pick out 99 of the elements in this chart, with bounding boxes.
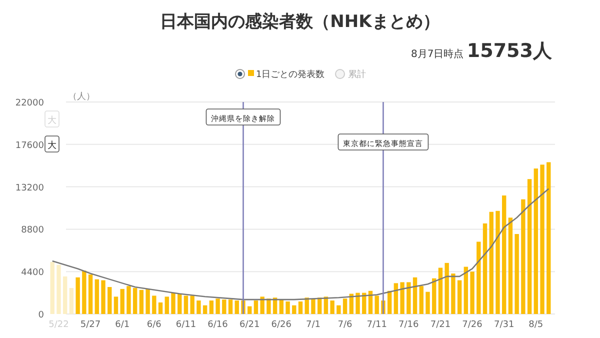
x-tick-label: 6/26	[271, 320, 292, 330]
x-tick-label: 7/26	[462, 320, 483, 330]
bar	[158, 302, 163, 314]
bar	[394, 283, 398, 314]
bar	[508, 218, 513, 314]
y-tick-label: 13200	[15, 183, 44, 194]
bar	[476, 242, 481, 314]
bar	[88, 274, 93, 314]
bar	[438, 268, 443, 314]
x-tick-label: 7/1	[306, 320, 320, 330]
bar	[56, 264, 61, 314]
bar	[62, 276, 68, 314]
bar	[514, 234, 519, 314]
bar	[152, 296, 156, 314]
bar	[69, 288, 74, 314]
bar	[336, 305, 341, 314]
y-tick-label: 4400	[21, 268, 44, 278]
bar	[120, 288, 124, 314]
bar	[374, 296, 379, 314]
chart-subtitle: 8月7日時点 15753人	[410, 40, 553, 62]
y-tick-label: 17600	[15, 140, 44, 151]
x-tick-label: 7/31	[494, 320, 514, 330]
bar	[464, 266, 468, 314]
bar	[489, 212, 494, 314]
bar	[502, 195, 506, 314]
legend-label: 1日ごとの発表数	[256, 69, 325, 80]
bar	[266, 298, 271, 314]
bar	[254, 300, 258, 314]
bar	[50, 262, 54, 314]
x-tick-label: 7/6	[338, 320, 353, 330]
bar	[330, 300, 334, 314]
bar	[209, 300, 214, 314]
chart-title: 日本国内の感染者数（NHKまとめ）	[160, 12, 440, 32]
bar	[311, 298, 316, 314]
bar	[132, 288, 138, 314]
x-tick-label: 6/21	[239, 320, 260, 330]
y-tick-label: 22000	[15, 98, 44, 108]
bar	[139, 290, 144, 314]
bar	[342, 298, 348, 314]
bar	[76, 277, 80, 314]
y-tick-label: 8800	[21, 226, 44, 236]
bar	[272, 298, 278, 314]
bar	[426, 292, 430, 314]
bar	[171, 292, 176, 314]
y-tick-label: 0	[38, 310, 44, 320]
bar	[184, 296, 188, 314]
bar	[82, 270, 86, 314]
bar	[400, 282, 404, 314]
bar	[451, 274, 456, 314]
bar	[406, 282, 411, 314]
bar	[190, 296, 194, 314]
bar	[546, 162, 551, 314]
x-tick-label: 8/5	[528, 320, 544, 330]
bar	[540, 164, 544, 314]
bar	[496, 210, 500, 314]
bar	[304, 298, 309, 314]
bar	[534, 168, 538, 314]
x-tick-label: 7/16	[398, 320, 420, 330]
bar	[202, 305, 208, 314]
bar	[457, 280, 462, 314]
annotation: 大	[48, 140, 56, 151]
bar	[108, 287, 112, 314]
y-axis-title: （人）	[68, 91, 95, 102]
bar	[527, 179, 532, 314]
bar	[164, 296, 169, 314]
bar	[228, 300, 233, 314]
bar	[482, 223, 488, 314]
bar	[216, 298, 220, 314]
bar	[178, 294, 182, 314]
bar	[248, 306, 252, 314]
x-tick-label: 7/21	[430, 320, 451, 330]
bar	[521, 199, 526, 314]
x-tick-label: 5/27	[80, 320, 101, 330]
bar	[196, 300, 201, 314]
bar	[279, 300, 284, 314]
bar	[292, 305, 296, 314]
bar	[432, 278, 436, 314]
bar	[101, 280, 106, 314]
text: 累計	[348, 69, 366, 80]
x-tick-label: 6/16	[208, 320, 228, 330]
bar	[126, 286, 131, 314]
x-tick-label: 7/11	[366, 320, 387, 330]
bar	[146, 288, 150, 314]
bar	[444, 262, 449, 314]
x-tick-label: 6/11	[176, 320, 196, 330]
bar	[234, 300, 239, 314]
x-tick-label: 6/1	[115, 320, 130, 330]
bar	[114, 296, 118, 314]
bar	[470, 272, 474, 314]
bar	[286, 301, 290, 314]
bar	[412, 277, 418, 314]
bar	[94, 279, 99, 314]
x-tick-label: 6/6	[146, 320, 162, 330]
bar	[356, 292, 360, 314]
bar	[260, 296, 264, 314]
bar	[222, 300, 226, 314]
bar	[298, 301, 303, 314]
line-series	[52, 188, 550, 300]
bar	[419, 286, 424, 314]
